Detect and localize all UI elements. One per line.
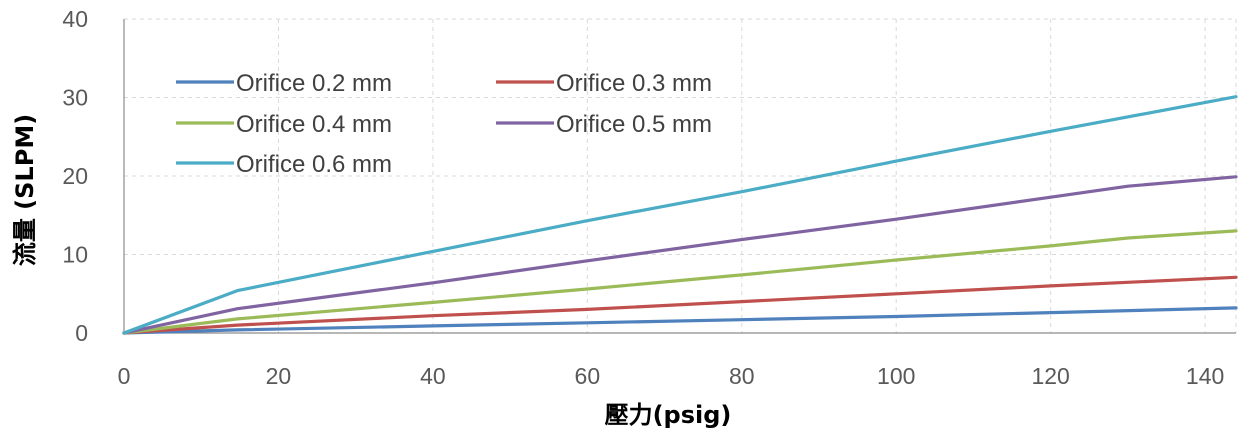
x-axis-title: 壓力(psig) [605, 401, 732, 429]
x-tick-label: 120 [1031, 363, 1069, 389]
y-tick-label: 10 [62, 242, 88, 268]
x-tick-label: 60 [575, 363, 601, 389]
x-tick-label: 140 [1186, 363, 1224, 389]
series-lines [122, 95, 1238, 335]
legend-label: Orifice 0.3 mm [556, 70, 712, 97]
legend: Orifice 0.2 mm Orifice 0.3 mm Orifice 0.4 … [176, 70, 712, 178]
legend-label: Orifice 0.4 mm [236, 111, 392, 138]
legend-item: Orifice 0.6 mm [176, 151, 392, 178]
legend-item: Orifice 0.5 mm [496, 111, 712, 138]
series-line-2 [122, 275, 1238, 335]
series-line-4 [122, 175, 1238, 335]
x-tick-label: 20 [266, 363, 292, 389]
series-line-1 [122, 306, 1238, 335]
series-line-5 [122, 95, 1238, 335]
legend-item: Orifice 0.2 mm [176, 70, 392, 97]
y-tick-label: 30 [62, 85, 88, 111]
grid [124, 18, 1237, 333]
y-tick-label: 0 [75, 320, 88, 346]
y-tick-label: 40 [62, 6, 88, 32]
legend-label: Orifice 0.2 mm [236, 70, 392, 97]
legend-label: Orifice 0.5 mm [556, 111, 712, 138]
legend-label: Orifice 0.6 mm [236, 151, 392, 178]
legend-item: Orifice 0.4 mm [176, 111, 392, 138]
legend-item: Orifice 0.3 mm [496, 70, 712, 97]
x-tick-label: 0 [118, 363, 131, 389]
y-axis-title: 流量 (SLPM) [11, 114, 39, 266]
x-tick-label: 80 [729, 363, 755, 389]
axes: 0 10 20 30 40 0 20 40 60 80 100 120 140 [62, 6, 1236, 389]
x-tick-label: 100 [877, 363, 915, 389]
x-tick-label: 40 [420, 363, 446, 389]
series-line-3 [122, 229, 1238, 335]
y-tick-label: 20 [62, 163, 88, 189]
